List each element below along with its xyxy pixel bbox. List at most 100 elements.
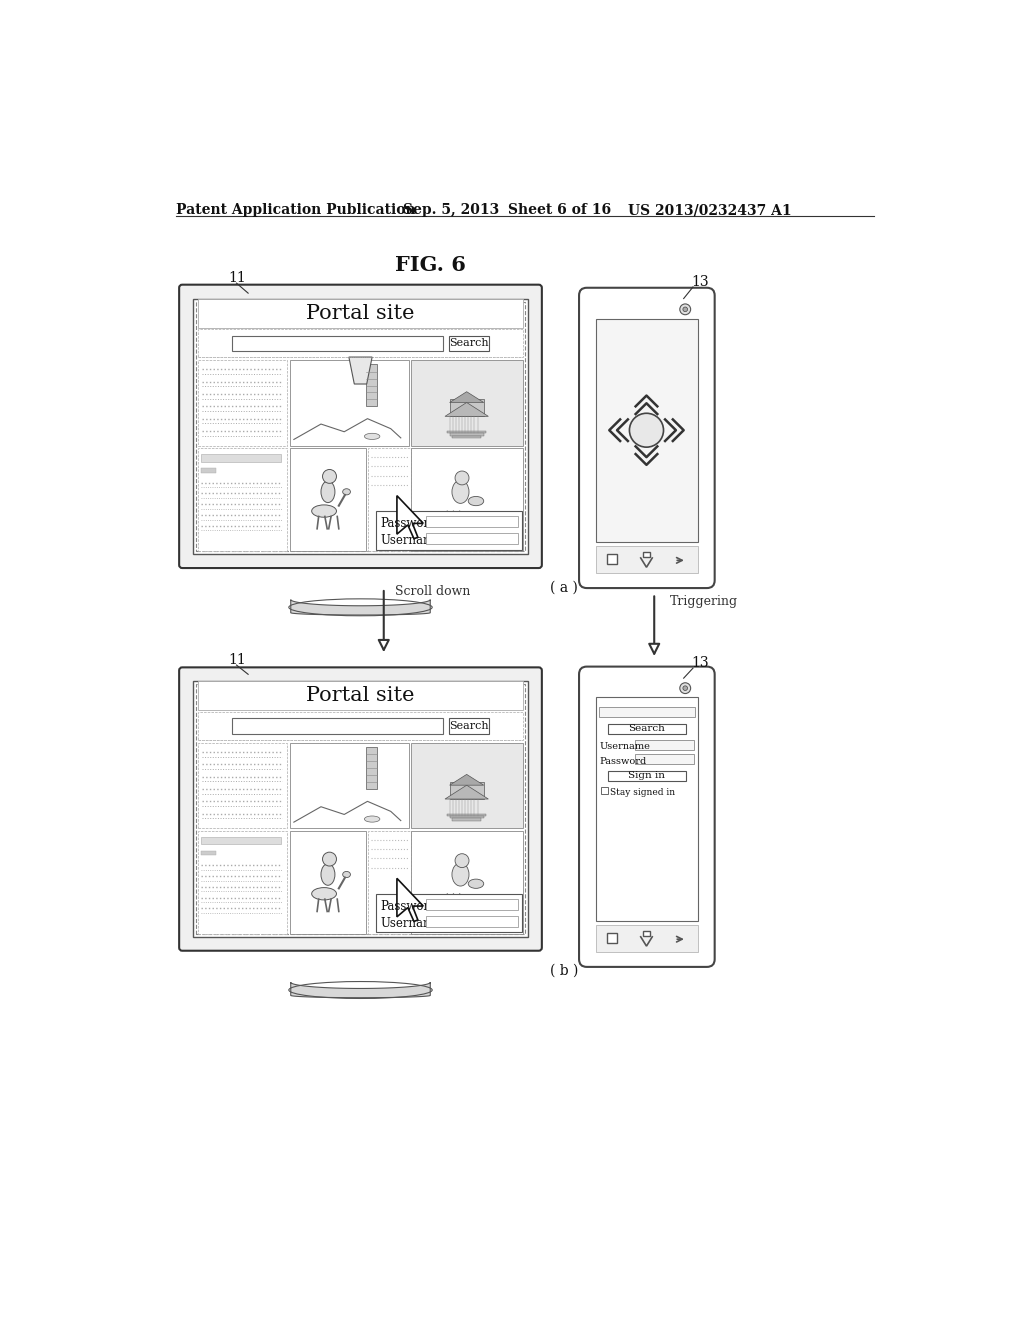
Text: Sheet 6 of 16: Sheet 6 of 16 — [508, 203, 611, 216]
FancyBboxPatch shape — [197, 684, 524, 933]
Circle shape — [455, 854, 469, 867]
Text: 11: 11 — [228, 271, 247, 285]
Bar — [596, 924, 697, 952]
Text: Password: Password — [599, 756, 646, 766]
Bar — [201, 850, 216, 855]
Circle shape — [680, 682, 690, 693]
Ellipse shape — [468, 879, 483, 888]
FancyBboxPatch shape — [179, 285, 542, 568]
Bar — [194, 298, 528, 554]
FancyBboxPatch shape — [411, 743, 523, 829]
Bar — [450, 433, 483, 436]
FancyBboxPatch shape — [198, 830, 287, 933]
Text: FIG. 6: FIG. 6 — [395, 255, 466, 275]
Bar — [426, 533, 518, 544]
Ellipse shape — [321, 863, 335, 886]
FancyBboxPatch shape — [411, 360, 523, 446]
Polygon shape — [291, 599, 430, 615]
Text: Portal site: Portal site — [306, 686, 415, 705]
Bar — [426, 899, 518, 909]
Bar — [198, 298, 523, 327]
Bar — [601, 788, 607, 795]
Polygon shape — [291, 982, 430, 998]
FancyBboxPatch shape — [290, 743, 409, 829]
FancyBboxPatch shape — [607, 723, 686, 734]
Polygon shape — [445, 785, 488, 799]
Circle shape — [455, 471, 469, 484]
Ellipse shape — [343, 488, 350, 495]
Text: Sign in: Sign in — [628, 771, 665, 780]
FancyBboxPatch shape — [290, 447, 366, 552]
FancyBboxPatch shape — [411, 447, 523, 552]
Text: Username: Username — [599, 742, 650, 751]
Polygon shape — [397, 496, 423, 539]
Bar — [201, 469, 216, 473]
Polygon shape — [450, 392, 483, 403]
Circle shape — [630, 413, 664, 447]
Circle shape — [683, 686, 687, 690]
Bar — [194, 681, 528, 937]
Bar — [426, 516, 518, 527]
Bar — [231, 335, 442, 351]
Bar — [635, 755, 693, 764]
FancyBboxPatch shape — [369, 830, 411, 933]
Text: 13: 13 — [691, 275, 709, 289]
Bar — [447, 813, 486, 816]
Ellipse shape — [321, 480, 335, 503]
Circle shape — [323, 853, 337, 866]
Circle shape — [323, 470, 337, 483]
Polygon shape — [349, 739, 372, 767]
Text: Search: Search — [628, 725, 665, 733]
Text: Scroll down: Scroll down — [394, 585, 470, 598]
Ellipse shape — [468, 496, 483, 506]
Text: Password: Password — [381, 517, 437, 529]
Bar — [599, 706, 694, 718]
Bar — [201, 454, 281, 462]
Bar — [596, 318, 697, 543]
FancyBboxPatch shape — [198, 360, 287, 446]
Text: Triggering: Triggering — [670, 594, 738, 607]
Bar — [376, 511, 521, 549]
Ellipse shape — [452, 863, 469, 886]
FancyBboxPatch shape — [290, 360, 409, 446]
Polygon shape — [349, 358, 372, 384]
Bar — [366, 364, 377, 407]
FancyBboxPatch shape — [179, 668, 542, 950]
FancyBboxPatch shape — [449, 335, 489, 351]
Bar — [596, 697, 697, 921]
Text: Stay signed in: Stay signed in — [610, 788, 675, 796]
Bar — [450, 816, 483, 818]
Text: US 2013/0232437 A1: US 2013/0232437 A1 — [628, 203, 792, 216]
FancyBboxPatch shape — [290, 830, 366, 933]
FancyBboxPatch shape — [579, 667, 715, 966]
Bar — [447, 432, 486, 433]
Bar — [607, 933, 617, 942]
Bar — [201, 837, 281, 845]
Bar — [376, 894, 521, 932]
Bar — [450, 400, 483, 416]
Text: Username: Username — [381, 916, 441, 929]
Bar — [426, 916, 518, 927]
Bar — [452, 436, 481, 438]
Circle shape — [683, 308, 687, 312]
FancyBboxPatch shape — [198, 447, 287, 552]
Bar — [607, 554, 617, 564]
Bar — [198, 711, 523, 739]
FancyBboxPatch shape — [198, 743, 287, 829]
Ellipse shape — [343, 871, 350, 878]
FancyBboxPatch shape — [197, 302, 524, 552]
Text: Username: Username — [381, 533, 441, 546]
Text: Search: Search — [450, 338, 488, 348]
Text: ( b ): ( b ) — [550, 964, 579, 978]
Bar — [596, 545, 697, 573]
Ellipse shape — [365, 433, 380, 440]
Polygon shape — [445, 403, 488, 416]
Circle shape — [680, 304, 690, 314]
Text: Search: Search — [450, 721, 488, 731]
FancyBboxPatch shape — [369, 447, 411, 552]
Text: Portal site: Portal site — [306, 304, 415, 322]
FancyBboxPatch shape — [607, 771, 686, 780]
Text: Patent Application Publication: Patent Application Publication — [176, 203, 416, 216]
FancyBboxPatch shape — [449, 718, 489, 734]
Ellipse shape — [365, 816, 380, 822]
